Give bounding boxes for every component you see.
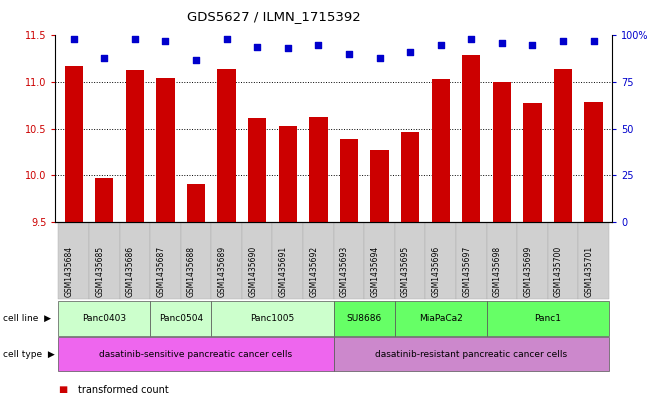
Text: GSM1435696: GSM1435696 (432, 246, 441, 297)
Bar (340, 139, 358, 222)
Point (466, 36, 477, 42)
Text: GSM1435695: GSM1435695 (401, 246, 410, 297)
Text: GSM1435687: GSM1435687 (156, 246, 165, 297)
Point (497, 40, 507, 46)
Bar (95, 178, 113, 222)
Text: MiaPaCa2: MiaPaCa2 (419, 314, 463, 323)
Bar (523, 103, 542, 222)
Text: dasatinib-resistant pancreatic cancer cells: dasatinib-resistant pancreatic cancer ce… (375, 350, 567, 358)
Text: Panc1: Panc1 (534, 314, 561, 323)
Text: GSM1435694: GSM1435694 (370, 246, 380, 297)
Bar (370, 150, 389, 222)
Text: Panc1005: Panc1005 (251, 314, 295, 323)
Point (99, 55, 109, 61)
Point (283, 45, 293, 51)
Bar (585, 102, 603, 222)
Point (374, 55, 385, 61)
Point (313, 42, 324, 48)
Text: GDS5627 / ILMN_1715392: GDS5627 / ILMN_1715392 (187, 10, 360, 23)
Bar (156, 78, 174, 222)
Text: GSM1435686: GSM1435686 (126, 246, 135, 297)
Point (436, 42, 446, 48)
Bar (401, 132, 419, 222)
Text: GSM1435685: GSM1435685 (95, 246, 104, 297)
Text: cell type  ▶: cell type ▶ (3, 350, 55, 358)
Bar (432, 79, 450, 222)
Point (252, 44, 262, 50)
Text: GSM1435701: GSM1435701 (585, 246, 594, 297)
Text: GSM1435698: GSM1435698 (493, 246, 502, 297)
Bar (309, 117, 327, 222)
Bar (554, 69, 572, 222)
Text: GSM1435690: GSM1435690 (248, 246, 257, 297)
Bar (462, 55, 480, 222)
Text: GSM1435697: GSM1435697 (462, 246, 471, 297)
Bar (217, 69, 236, 222)
Text: GSM1435692: GSM1435692 (309, 246, 318, 297)
Text: ■: ■ (59, 385, 68, 393)
Text: GSM1435700: GSM1435700 (554, 246, 563, 297)
Text: GSM1435699: GSM1435699 (523, 246, 533, 297)
Point (527, 42, 538, 48)
Point (405, 49, 415, 55)
Text: Panc0403: Panc0403 (82, 314, 126, 323)
Bar (126, 70, 144, 222)
Text: GSM1435688: GSM1435688 (187, 246, 196, 297)
Point (68, 36, 79, 42)
Point (130, 36, 140, 42)
Bar (493, 82, 511, 222)
Text: GSM1435689: GSM1435689 (217, 246, 227, 297)
Bar (248, 118, 266, 222)
Text: transformed count: transformed count (78, 385, 169, 393)
Point (344, 51, 354, 57)
Bar (279, 126, 297, 222)
Text: GSM1435684: GSM1435684 (64, 246, 74, 297)
Point (589, 38, 599, 44)
Text: GSM1435693: GSM1435693 (340, 246, 349, 297)
Text: Panc0504: Panc0504 (159, 314, 203, 323)
Text: dasatinib-sensitive pancreatic cancer cells: dasatinib-sensitive pancreatic cancer ce… (100, 350, 292, 358)
Text: cell line  ▶: cell line ▶ (3, 314, 51, 323)
Text: SU8686: SU8686 (346, 314, 382, 323)
Bar (187, 184, 205, 222)
Bar (64, 66, 83, 222)
Point (558, 38, 568, 44)
Point (160, 38, 171, 44)
Point (221, 36, 232, 42)
Text: GSM1435691: GSM1435691 (279, 246, 288, 297)
Point (191, 57, 201, 63)
